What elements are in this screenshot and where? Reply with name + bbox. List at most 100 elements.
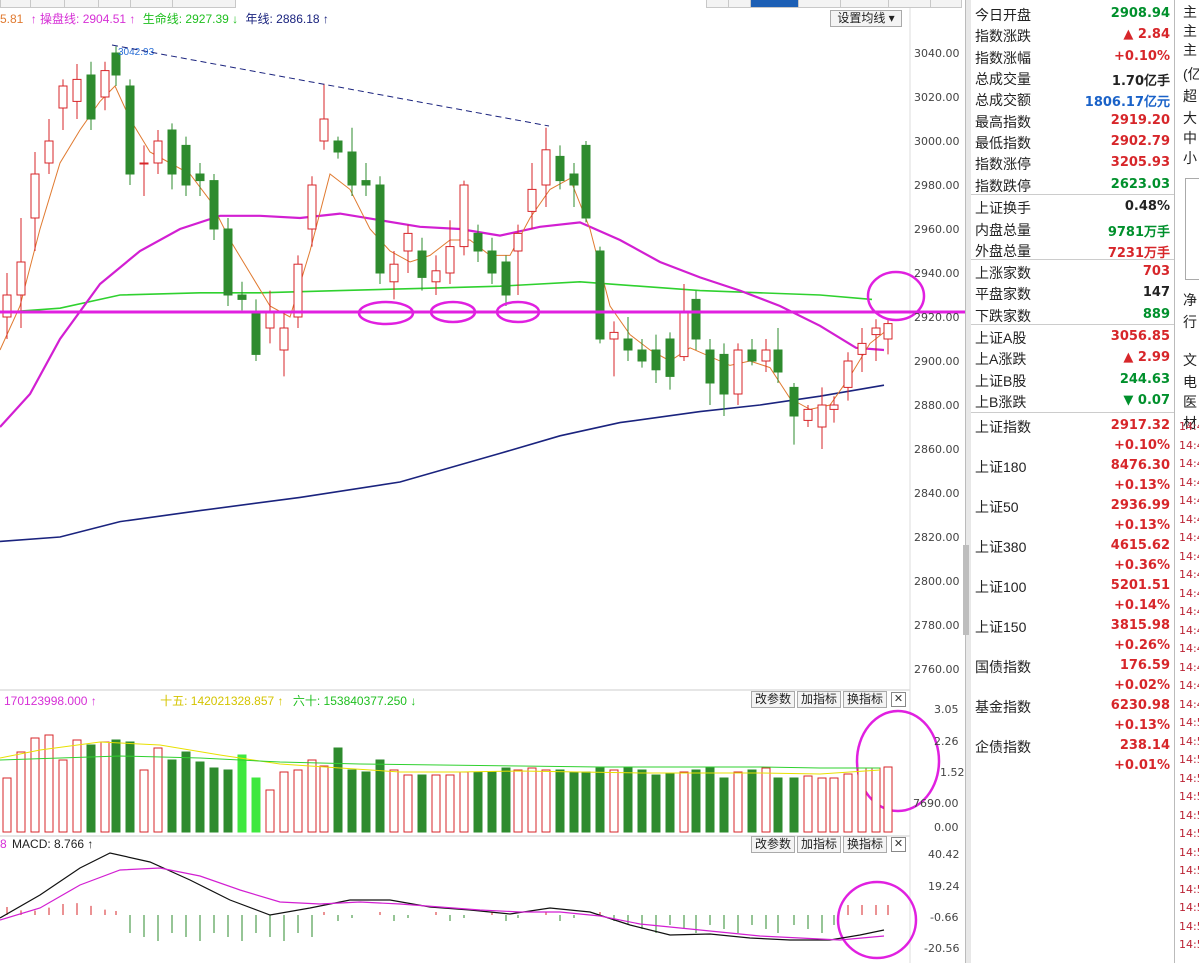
side-strip-label: 大 [1183,110,1197,126]
volume-bar [705,767,715,833]
macd-legend: 8 MACD: 8.766 ↑ [0,837,93,851]
info-separator [971,412,1174,413]
side-strip-time: 14:4 [1179,642,1199,655]
set-ma-button[interactable]: 设置均线 ▾ [830,10,902,27]
side-strip-label: 主 [1183,42,1197,58]
volume-bar [843,773,853,833]
ma-legend: 5.81 ↑ 操盘线: 2904.51 ↑ 生命线: 2927.39 ↓ 年线:… [0,10,333,26]
info-label: 最高指数 [975,114,1031,130]
ma-legend-shengming: 生命线: 2927.39 ↓ [142,12,239,26]
info-row: 最高指数 2919.20 [971,110,1174,131]
index-row[interactable]: 上证指数 2917.32 +0.10% [971,415,1174,455]
kline-chart-area[interactable]: 5.81 ↑ 操盘线: 2904.51 ↑ 生命线: 2927.39 ↓ 年线:… [0,0,965,963]
candle-body [513,232,523,252]
candle-body [527,188,537,212]
index-row[interactable]: 上证380 4615.62 +0.36% [971,535,1174,575]
price-tick: 2760.00 [914,663,960,676]
index-row[interactable]: 企债指数 238.14 +0.01% [971,735,1174,775]
info-row: 上A涨跌 ▲ 2.99 [971,347,1174,368]
candle-body [817,404,827,428]
index-value: 2936.99 [1110,498,1170,513]
candle-body [705,349,715,384]
price-tick: 2920.00 [914,311,960,324]
side-strip-time: 14:4 [1179,660,1199,674]
add-indicator-button[interactable]: 加指标 [797,691,841,708]
period-tab[interactable] [172,0,236,8]
index-row[interactable]: 上证50 2936.99 +0.13% [971,495,1174,535]
volume-tick: 3.05 [934,703,959,716]
candle-body [679,312,689,358]
candle-body [319,118,329,142]
index-row[interactable]: 上证180 8476.30 +0.13% [971,455,1174,495]
marker-ellipse [495,300,541,324]
close-indicator-button[interactable]: ✕ [891,837,906,852]
candle-body [581,144,591,219]
side-strip-time: 14:4 [1179,679,1199,692]
side-strip: 主主主(亿超大中小净行文电医材14:414:414:414:414:414:41… [1174,0,1199,963]
info-value: 147 [1142,285,1170,300]
add-indicator-button[interactable]: 加指标 [797,836,841,853]
panel-splitter[interactable] [965,0,972,963]
info-value: 2902.79 [1110,134,1170,149]
volume-bar [223,769,233,833]
volume-bar [237,754,247,833]
info-value: 2908.94 [1110,6,1170,21]
volume-bar [761,767,771,833]
candle-body [829,404,839,410]
index-row[interactable]: 上证150 3815.98 +0.26% [971,615,1174,655]
side-strip-time: 14:5 [1179,845,1199,859]
side-strip-time: 14:5 [1179,753,1199,766]
close-indicator-button[interactable]: ✕ [891,692,906,707]
volume-tick: 1.52 [940,766,965,779]
price-tick: 2840.00 [914,487,960,500]
index-row[interactable]: 基金指数 6230.98 +0.13% [971,695,1174,735]
info-label: 上证B股 [975,373,1027,389]
candle-body [375,184,385,274]
side-strip-time: 14:5 [1179,790,1199,803]
volume-bar [541,769,551,833]
volume-bar [333,747,343,833]
index-change: +0.13% [1114,518,1170,533]
candle-body [665,338,675,377]
candle-body [111,52,121,76]
index-row[interactable]: 国债指数 176.59 +0.02% [971,655,1174,695]
side-strip-time: 14:5 [1179,938,1199,951]
edit-params-button[interactable]: 改参数 [751,836,795,853]
candle-body [417,250,427,278]
edit-params-button[interactable]: 改参数 [751,691,795,708]
index-value: 238.14 [1119,738,1170,753]
volume-bar [569,771,579,833]
info-separator [971,194,1174,195]
switch-indicator-button[interactable]: 换指标 [843,836,887,853]
period-tab-bar[interactable] [0,0,965,8]
candle-body [803,408,813,421]
info-label: 内盘总量 [975,222,1031,238]
info-value: ▲ 2.84 [1123,27,1170,42]
volume-bar [44,734,54,833]
macd-dea-line [0,867,885,941]
switch-indicator-button[interactable]: 换指标 [843,691,887,708]
info-row: 总成交额 1806.17亿元 [971,88,1174,110]
index-row[interactable]: 上证100 5201.51 +0.14% [971,575,1174,615]
candle-body [279,327,289,351]
index-name: 国债指数 [975,659,1031,675]
index-value: 2917.32 [1110,418,1170,433]
candle-body [265,312,275,329]
volume-legend-ma15: 十五: 142021328.857 ↑ [160,694,284,708]
splitter-handle[interactable] [963,545,969,635]
price-tick: 2820.00 [914,531,960,544]
index-name: 上证50 [975,499,1019,515]
candle-body [30,173,40,219]
price-tick: 2940.00 [914,267,960,280]
period-tab[interactable] [930,0,962,8]
candle-body [307,184,317,230]
macd-legend-prefix: 8 [0,837,7,851]
side-strip-time: 14:5 [1179,864,1199,877]
candle-body [555,155,565,182]
macd-tick: -0.66 [930,911,959,924]
index-name: 上证100 [975,579,1027,595]
candle-body [747,349,757,362]
index-value: 8476.30 [1110,458,1170,473]
candle-body [403,232,413,252]
candle-body [871,327,881,336]
